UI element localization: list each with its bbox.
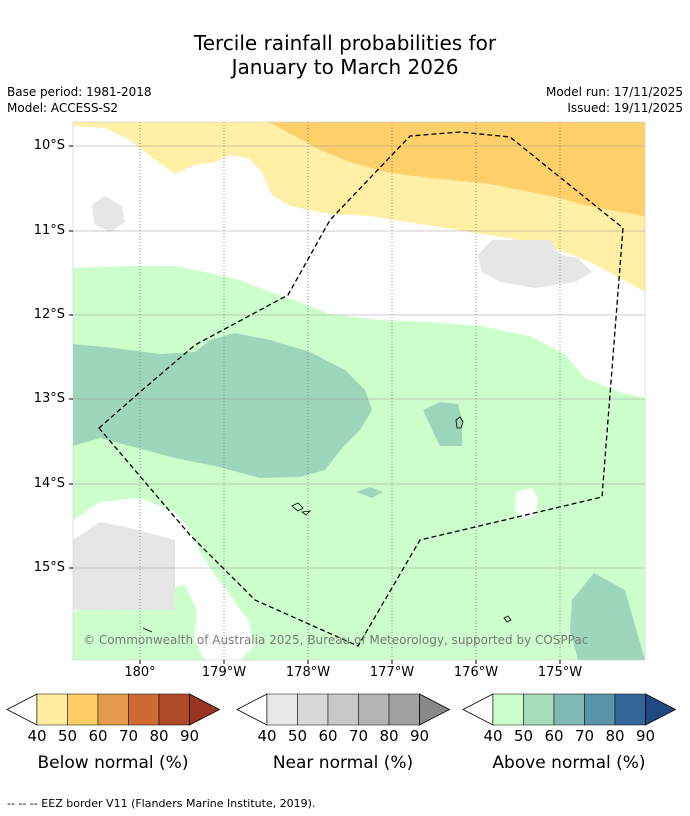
colorbar-tick-label: 90	[409, 727, 430, 745]
axis-ticks	[69, 145, 561, 664]
colorbar-over-triangle	[189, 693, 221, 726]
colorbar-segment	[584, 693, 616, 726]
colorbar-segment	[327, 693, 359, 726]
island-outline	[300, 510, 312, 516]
colorbar-tick-label: 50	[513, 727, 534, 745]
near-normal-region-small	[92, 196, 125, 232]
lon-label: 175°W	[537, 665, 583, 680]
below-normal-50-region	[268, 122, 645, 216]
colorbar-tick-label: 80	[149, 727, 169, 745]
base-period: Base period: 1981-2018	[7, 85, 152, 99]
colorbar-tick-label: 80	[605, 727, 625, 745]
colorbar-segment	[388, 693, 420, 726]
colorbar-tick-label: 50	[57, 727, 78, 745]
lat-label: 15°S	[33, 560, 65, 575]
eez-border	[98, 131, 624, 647]
colorbar-tick-label: 70	[348, 727, 369, 745]
colorbar-tick-label: 70	[118, 727, 139, 745]
colorbar-tick-label: 40	[257, 727, 277, 745]
near-normal-region-southwest	[73, 522, 175, 610]
colorbar-near-normal	[236, 693, 451, 726]
lat-label: 11°S	[33, 223, 65, 238]
colorbar-tick-label: 50	[287, 727, 308, 745]
above-normal-50-region-dot	[356, 487, 383, 498]
lat-label: 10°S	[33, 138, 65, 153]
legend-title-near: Near normal (%)	[272, 753, 414, 773]
map-title-line1: Tercile rainfall probabilities for	[193, 31, 497, 55]
map-frame	[72, 121, 646, 661]
colorbar-over-triangle	[645, 693, 677, 726]
model-run: Model run: 17/11/2025	[545, 85, 683, 99]
colorbar-segment	[297, 693, 329, 726]
issued-date: Issued: 19/11/2025	[567, 101, 683, 115]
eez-footnote: -- -- -- EEZ border V11 (Flanders Marine…	[7, 797, 316, 810]
colorbar-tick-label: 60	[318, 727, 338, 745]
lon-label: 179°W	[201, 665, 247, 680]
map-title-line2: January to March 2026	[231, 55, 459, 79]
colorbar-tick-label: 60	[544, 727, 564, 745]
island-outline	[503, 615, 512, 623]
colorbar-under-triangle	[6, 693, 38, 726]
lat-label: 14°S	[33, 476, 65, 491]
model-name: Model: ACCESS-S2	[7, 101, 119, 115]
colorbar-above-normal	[462, 693, 677, 726]
colorbar-segment	[97, 693, 129, 726]
copyright-notice: © Commonwealth of Australia 2025, Bureau…	[83, 633, 589, 647]
normal-white-patch-2	[515, 488, 538, 520]
above-normal-50-region-west	[73, 333, 372, 478]
island-outline	[142, 627, 153, 633]
lon-label: 176°W	[453, 665, 499, 680]
colorbar-below-normal	[6, 693, 221, 726]
colorbar-tick-label: 60	[88, 727, 108, 745]
colorbar-tick-label: 40	[483, 727, 503, 745]
island-outline	[291, 502, 304, 512]
colorbar-tick-label: 90	[635, 727, 656, 745]
island-outline	[455, 416, 464, 429]
colorbar-segment	[492, 693, 524, 726]
colorbar-segment	[158, 693, 190, 726]
lon-label: 180°	[124, 665, 156, 680]
above-normal-50-region-centre	[423, 402, 462, 446]
colorbar-under-triangle	[236, 693, 268, 726]
colorbar-segment	[128, 693, 160, 726]
legend-title-above: Above normal (%)	[492, 753, 646, 773]
colorbar-segment	[358, 693, 390, 726]
above-normal-50-region-southeast	[570, 573, 645, 660]
colorbar-segment	[36, 693, 68, 726]
colorbar-tick-label: 70	[574, 727, 595, 745]
colorbar-segment	[67, 693, 99, 726]
colorbar-segment	[523, 693, 555, 726]
lat-label: 12°S	[33, 307, 65, 322]
colorbar-tick-label: 80	[379, 727, 399, 745]
colorbar-segment	[614, 693, 646, 726]
latitude-gridlines	[73, 145, 645, 569]
colorbar-segment	[266, 693, 298, 726]
colorbar-tick-label: 40	[27, 727, 47, 745]
near-normal-region-east	[478, 240, 592, 288]
lon-label: 177°W	[369, 665, 415, 680]
colorbar-under-triangle	[462, 693, 494, 726]
colorbar-tick-label: 90	[179, 727, 200, 745]
legend-title-below: Below normal (%)	[37, 753, 189, 773]
lon-label: 178°W	[285, 665, 331, 680]
colorbar-over-triangle	[419, 693, 451, 726]
colorbar-segment	[553, 693, 585, 726]
colorbars	[6, 693, 677, 726]
lat-label: 13°S	[33, 391, 65, 406]
